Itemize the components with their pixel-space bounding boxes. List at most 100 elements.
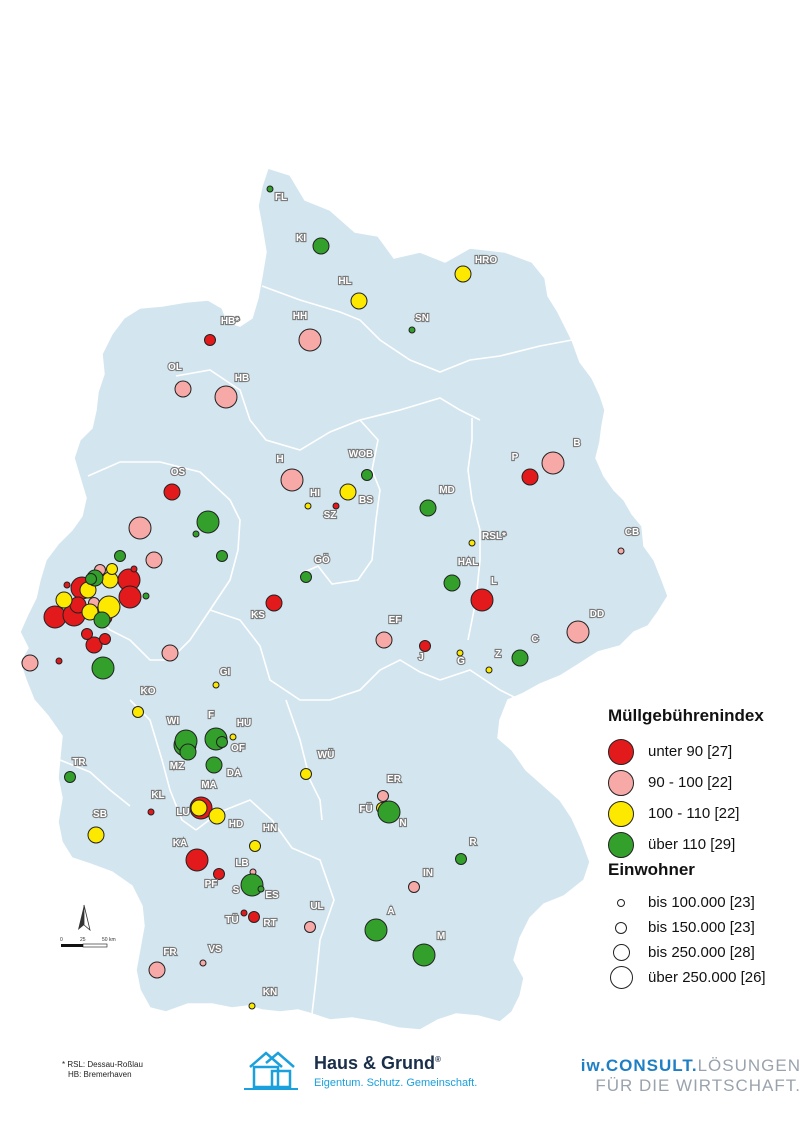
- city-label-p: P: [512, 452, 519, 463]
- city-label-rsl-star: RSL*: [482, 531, 506, 542]
- city-marker-ks: [265, 594, 283, 612]
- city-label-fr: FR: [163, 947, 177, 958]
- city-label-lb: LB: [235, 858, 248, 869]
- legend-size-label: bis 100.000 [23]: [648, 894, 755, 911]
- ruhr-marker: [118, 585, 142, 609]
- map-legend: Müllgebührenindex unter 90 [27] 90 - 100 …: [608, 706, 798, 990]
- city-label-fl: FL: [275, 192, 287, 203]
- city-label-hd: HD: [229, 819, 243, 830]
- city-label-ef: EF: [389, 615, 402, 626]
- city-label-es: ES: [265, 890, 279, 901]
- city-marker-p: [521, 468, 539, 486]
- scale-tick-25: 25: [80, 937, 86, 943]
- city-label-s: S: [233, 885, 240, 896]
- city-label-ma: MA: [201, 780, 217, 791]
- ruhr-marker: [63, 581, 71, 589]
- city-label-wob: WOB: [349, 449, 373, 460]
- city-marker-sb: [87, 826, 105, 844]
- legend-size-row: über 250.000 [26]: [608, 965, 798, 990]
- city-label-sn: SN: [415, 313, 429, 324]
- ruhr-marker: [145, 551, 163, 569]
- city-label-cb: CB: [625, 527, 639, 538]
- city-label-sb: SB: [93, 809, 107, 820]
- city-label-hi: HI: [310, 488, 320, 499]
- city-label-ka: KA: [173, 838, 187, 849]
- city-marker-hro: [454, 265, 472, 283]
- city-label-j: J: [418, 652, 424, 663]
- city-label-kn: KN: [263, 987, 277, 998]
- city-label-n: N: [399, 818, 406, 829]
- legend-index-row: 90 - 100 [22]: [608, 767, 798, 798]
- city-label-hb: HB: [235, 373, 249, 384]
- city-label-m: M: [437, 931, 445, 942]
- city-label-hh: HH: [293, 311, 307, 322]
- city-label-md: MD: [439, 485, 455, 496]
- city-marker-j: [419, 640, 431, 652]
- haus-und-grund-subtitle: Eigentum. Schutz. Gemeinschaft.: [314, 1077, 478, 1089]
- city-marker-pf: [213, 868, 225, 880]
- scale-tick-50: 50 km: [102, 937, 116, 943]
- ruhr-marker: [91, 656, 115, 680]
- ruhr-marker: [93, 611, 111, 629]
- legend-size-row: bis 150.000 [23]: [608, 915, 798, 940]
- ruhr-marker: [106, 563, 118, 575]
- city-marker-n: [377, 800, 401, 824]
- legend-size-circle: [617, 898, 625, 907]
- city-marker-ol: [174, 380, 192, 398]
- ruhr-marker: [216, 550, 228, 562]
- city-marker-h: [280, 468, 304, 492]
- legend-index-label: unter 90 [27]: [648, 743, 733, 760]
- ruhr-marker: [81, 628, 93, 640]
- city-marker-hh: [298, 328, 322, 352]
- legend-size-row: bis 100.000 [23]: [608, 890, 798, 915]
- legend-index-label: 100 - 110 [22]: [648, 805, 740, 822]
- ruhr-marker: [130, 565, 138, 573]
- city-marker-kl: [147, 808, 155, 816]
- city-label-hn: HN: [263, 823, 277, 834]
- ruhr-marker: [85, 573, 97, 585]
- city-marker-g: [456, 649, 464, 657]
- ruhr-marker: [142, 592, 150, 600]
- city-label-gi: GI: [220, 667, 231, 678]
- legend-size-circle: [612, 944, 630, 961]
- city-label-hal: HAL: [458, 557, 479, 568]
- city-marker-kn: [248, 1002, 256, 1010]
- city-label-ki: KI: [296, 233, 306, 244]
- city-marker-tü: [240, 909, 248, 917]
- city-label-c: C: [531, 634, 538, 645]
- legend-index-row: über 110 [29]: [608, 829, 798, 860]
- city-marker-es: [257, 885, 265, 893]
- city-label-hl: HL: [338, 276, 351, 287]
- city-marker-lu: [190, 799, 208, 817]
- ruhr-marker: [196, 510, 220, 534]
- iw-consult-logo: iw.CONSULT.LÖSUNGEN FÜR DIE WIRTSCHAFT.: [556, 1056, 801, 1096]
- city-marker-hl: [350, 292, 368, 310]
- city-label-l: L: [491, 576, 497, 587]
- scale-tick-0: 0: [60, 937, 63, 943]
- ruhr-marker: [192, 530, 200, 538]
- legend-color-swatch: [608, 800, 634, 827]
- city-marker-fr: [148, 961, 166, 979]
- legend-index-row: unter 90 [27]: [608, 736, 798, 767]
- ruhr-marker: [21, 654, 39, 672]
- city-marker-b: [541, 451, 565, 475]
- footnote-line-2: HB: Bremerhaven: [68, 1070, 132, 1079]
- city-marker-os: [163, 483, 181, 501]
- legend-size-circle: [609, 966, 633, 989]
- city-label-r: R: [469, 837, 477, 848]
- ruhr-marker: [81, 603, 99, 621]
- city-label-g: G: [457, 656, 465, 667]
- ruhr-cluster-markers: [21, 510, 228, 757]
- city-marker-da: [205, 756, 223, 774]
- city-marker-wob: [361, 469, 373, 481]
- city-label-pf: PF: [205, 879, 218, 890]
- city-label-in: IN: [423, 868, 433, 879]
- city-marker-hd: [208, 807, 226, 825]
- city-label-tr: TR: [72, 757, 86, 768]
- haus-und-grund-title: Haus & Grund®: [314, 1053, 441, 1073]
- city-label-wü: WÜ: [318, 748, 335, 761]
- city-marker-rsl-star: [468, 539, 476, 547]
- city-label-fü: FÜ: [359, 802, 372, 815]
- city-marker-ko: [132, 706, 144, 718]
